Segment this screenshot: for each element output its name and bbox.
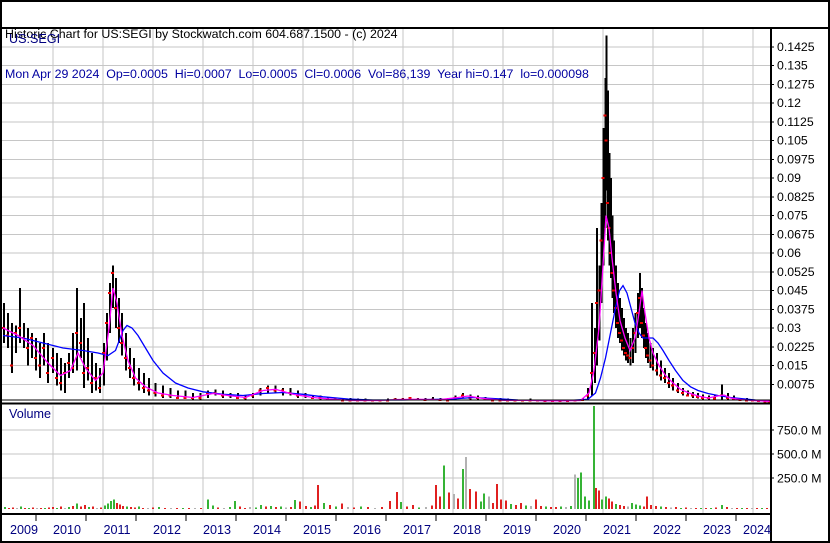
volume-bars [4,406,768,509]
svg-text:0.0975: 0.0975 [777,152,815,166]
svg-text:2021: 2021 [603,523,631,537]
ma-fast-line [2,215,770,402]
svg-text:0.06: 0.06 [777,246,801,260]
svg-text:0.0075: 0.0075 [777,377,815,391]
svg-text:2020: 2020 [553,523,581,537]
svg-text:2022: 2022 [653,523,681,537]
svg-text:0.1425: 0.1425 [777,40,815,54]
svg-text:2024: 2024 [743,523,771,537]
svg-text:2014: 2014 [253,523,281,537]
volume-pane-label: Volume [9,407,52,421]
svg-text:2009: 2009 [10,523,38,537]
svg-text:0.135: 0.135 [777,59,808,73]
svg-text:0.105: 0.105 [777,134,808,148]
ma-slow-line [2,284,770,402]
svg-text:2011: 2011 [103,523,130,537]
year-axis-labels: 2009 2010 2011 2012 2013 2014 2015 2016 2017 2018… [10,515,771,537]
svg-text:0.09: 0.09 [777,171,801,185]
svg-text:2017: 2017 [403,523,431,537]
svg-text:2019: 2019 [503,523,531,537]
svg-text:2013: 2013 [203,523,231,537]
svg-text:0.0225: 0.0225 [777,340,815,354]
svg-text:2018: 2018 [453,523,481,537]
svg-text:0.1275: 0.1275 [777,77,815,91]
close-ticks [2,114,771,403]
svg-text:2016: 2016 [353,523,381,537]
svg-text:0.0825: 0.0825 [777,190,815,204]
chart-title-line: Historic Chart for US:SEGI by Stockwatch… [5,26,398,41]
svg-text:250.0 M: 250.0 M [777,472,821,486]
svg-text:750.0 M: 750.0 M [777,424,821,438]
svg-text:0.0675: 0.0675 [777,227,815,241]
svg-text:0.1125: 0.1125 [777,115,814,129]
volume-axis-labels: 750.0 M 500.0 M 250.0 M [770,424,821,486]
svg-text:0.03: 0.03 [777,321,801,335]
svg-text:0.12: 0.12 [777,96,801,110]
svg-text:2023: 2023 [703,523,731,537]
svg-text:0.0375: 0.0375 [777,302,815,316]
svg-text:0.015: 0.015 [777,359,808,373]
chart-header: Historic Chart for US:SEGI by Stockwatch… [5,1,589,108]
svg-text:0.045: 0.045 [777,284,808,298]
svg-text:500.0 M: 500.0 M [777,448,821,462]
price-pane-symbol-label: US:SEGI [9,32,61,46]
price-axis-labels: 0.1425 0.135 0.1275 0.12 0.1125 0.105 0.0975 0.… [770,40,815,391]
quote-summary-line: Mon Apr 29 2024 Op=0.0005 Hi=0.0007 Lo=0… [5,67,589,82]
svg-text:0.0525: 0.0525 [777,265,815,279]
svg-text:2015: 2015 [303,523,331,537]
svg-text:2012: 2012 [153,523,181,537]
svg-text:2010: 2010 [53,523,81,537]
svg-text:0.075: 0.075 [777,209,808,223]
